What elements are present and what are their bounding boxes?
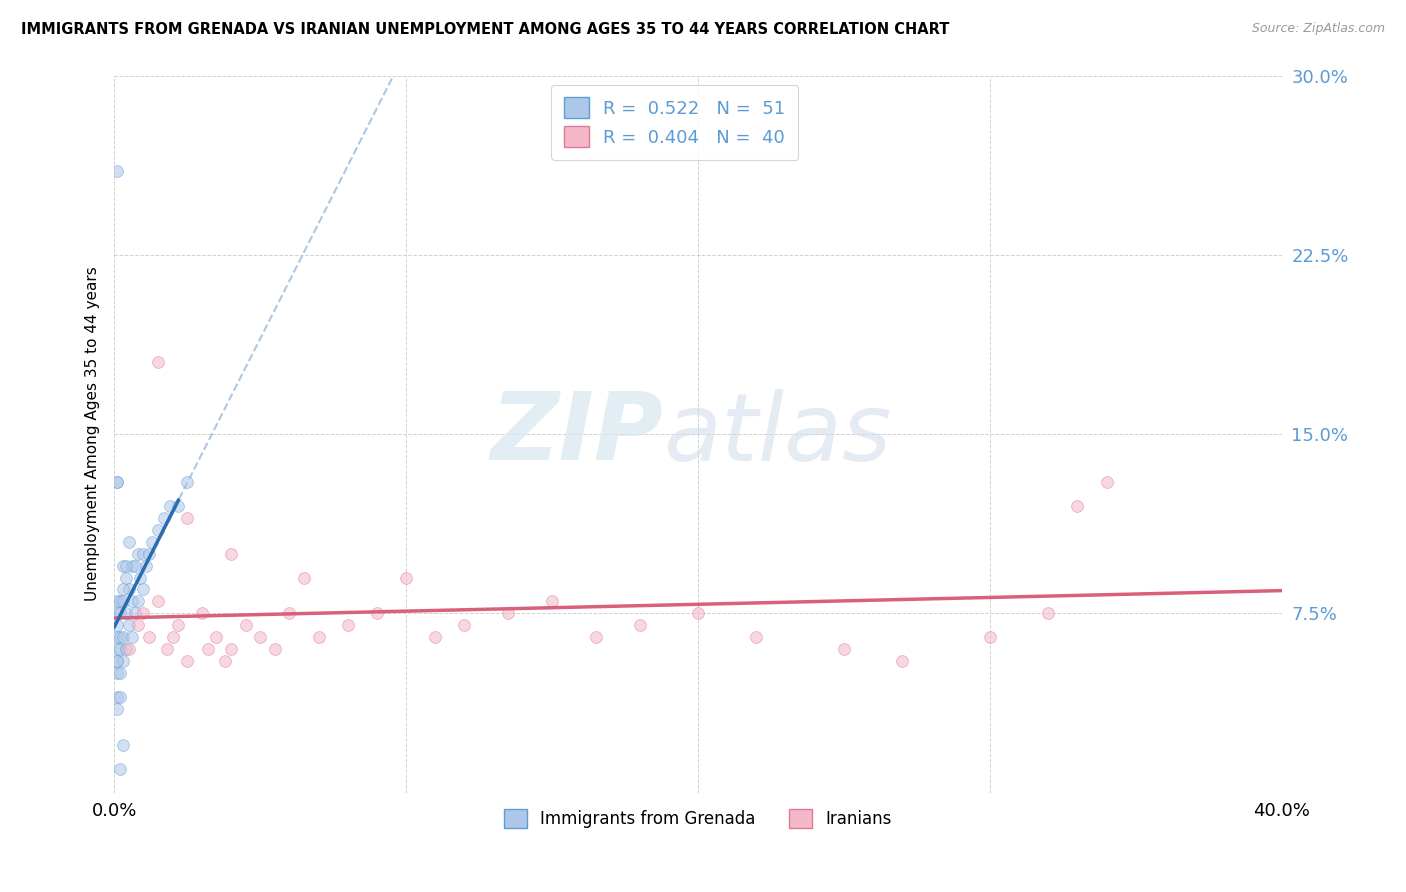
Point bbox=[138, 630, 160, 644]
Point bbox=[108, 666, 131, 681]
Point bbox=[176, 475, 198, 489]
Point bbox=[366, 607, 388, 621]
Point bbox=[176, 510, 198, 524]
Point bbox=[118, 582, 141, 597]
Point bbox=[141, 534, 163, 549]
Point bbox=[105, 164, 128, 178]
Point bbox=[1038, 607, 1060, 621]
Point bbox=[111, 582, 134, 597]
Point bbox=[132, 607, 155, 621]
Point bbox=[105, 702, 128, 716]
Point bbox=[105, 618, 128, 632]
Point bbox=[124, 607, 146, 621]
Point bbox=[249, 630, 271, 644]
Point bbox=[129, 570, 152, 584]
Point bbox=[425, 630, 447, 644]
Point bbox=[105, 630, 128, 644]
Point bbox=[292, 570, 315, 584]
Point bbox=[219, 642, 242, 657]
Point bbox=[190, 607, 212, 621]
Point bbox=[336, 618, 359, 632]
Point bbox=[745, 630, 768, 644]
Point bbox=[115, 570, 138, 584]
Point bbox=[132, 582, 155, 597]
Point bbox=[153, 510, 176, 524]
Point bbox=[105, 642, 128, 657]
Point bbox=[891, 654, 914, 668]
Point bbox=[111, 558, 134, 573]
Point bbox=[1095, 475, 1118, 489]
Text: IMMIGRANTS FROM GRENADA VS IRANIAN UNEMPLOYMENT AMONG AGES 35 TO 44 YEARS CORREL: IMMIGRANTS FROM GRENADA VS IRANIAN UNEMP… bbox=[21, 22, 949, 37]
Point bbox=[105, 475, 128, 489]
Point bbox=[135, 558, 157, 573]
Point bbox=[219, 547, 242, 561]
Point bbox=[214, 654, 236, 668]
Point bbox=[124, 558, 146, 573]
Point bbox=[118, 642, 141, 657]
Y-axis label: Unemployment Among Ages 35 to 44 years: Unemployment Among Ages 35 to 44 years bbox=[86, 267, 100, 601]
Point bbox=[159, 499, 181, 513]
Point bbox=[979, 630, 1001, 644]
Point bbox=[105, 654, 128, 668]
Point bbox=[176, 654, 198, 668]
Point bbox=[121, 558, 143, 573]
Point bbox=[118, 534, 141, 549]
Point bbox=[111, 654, 134, 668]
Point bbox=[121, 594, 143, 608]
Point bbox=[105, 475, 128, 489]
Point bbox=[167, 618, 190, 632]
Point bbox=[205, 630, 228, 644]
Point bbox=[111, 630, 134, 644]
Point bbox=[263, 642, 285, 657]
Point bbox=[395, 570, 418, 584]
Point bbox=[108, 607, 131, 621]
Point bbox=[628, 618, 651, 632]
Text: ZIP: ZIP bbox=[491, 388, 664, 480]
Point bbox=[105, 594, 128, 608]
Point bbox=[108, 690, 131, 704]
Point bbox=[105, 690, 128, 704]
Point bbox=[105, 607, 128, 621]
Point bbox=[585, 630, 607, 644]
Point bbox=[278, 607, 301, 621]
Point bbox=[121, 630, 143, 644]
Point bbox=[108, 642, 131, 657]
Point bbox=[115, 607, 138, 621]
Point bbox=[156, 642, 179, 657]
Point bbox=[132, 547, 155, 561]
Point bbox=[111, 738, 134, 752]
Text: atlas: atlas bbox=[664, 389, 891, 480]
Point bbox=[146, 523, 169, 537]
Point bbox=[127, 618, 149, 632]
Point bbox=[108, 594, 131, 608]
Point bbox=[127, 594, 149, 608]
Point bbox=[115, 642, 138, 657]
Point bbox=[832, 642, 855, 657]
Text: Source: ZipAtlas.com: Source: ZipAtlas.com bbox=[1251, 22, 1385, 36]
Point bbox=[686, 607, 709, 621]
Point bbox=[541, 594, 564, 608]
Point bbox=[453, 618, 475, 632]
Point bbox=[108, 630, 131, 644]
Point bbox=[146, 594, 169, 608]
Point bbox=[167, 499, 190, 513]
Point bbox=[308, 630, 330, 644]
Point bbox=[105, 654, 128, 668]
Point bbox=[235, 618, 257, 632]
Point bbox=[105, 666, 128, 681]
Point bbox=[115, 558, 138, 573]
Point bbox=[138, 547, 160, 561]
Point bbox=[496, 607, 519, 621]
Legend: Immigrants from Grenada, Iranians: Immigrants from Grenada, Iranians bbox=[498, 802, 898, 835]
Point bbox=[1066, 499, 1088, 513]
Point bbox=[146, 355, 169, 369]
Point bbox=[162, 630, 184, 644]
Point bbox=[197, 642, 219, 657]
Point bbox=[111, 594, 134, 608]
Point bbox=[108, 762, 131, 776]
Point bbox=[127, 547, 149, 561]
Point bbox=[118, 618, 141, 632]
